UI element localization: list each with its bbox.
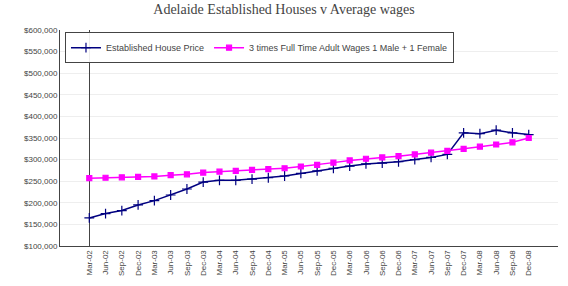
svg-text:Mar-02: Mar-02 [85, 250, 94, 276]
svg-text:Dec-06: Dec-06 [394, 250, 403, 276]
svg-text:Dec-03: Dec-03 [199, 250, 208, 276]
svg-text:$400,000: $400,000 [24, 112, 58, 121]
svg-text:Jun-06: Jun-06 [362, 250, 371, 275]
svg-text:$550,000: $550,000 [24, 47, 58, 56]
svg-text:Established House Price: Established House Price [106, 43, 204, 53]
svg-text:Sep-06: Sep-06 [378, 250, 387, 276]
svg-text:Sep-04: Sep-04 [248, 250, 257, 276]
svg-text:Adelaide Established Houses v: Adelaide Established Houses v Average wa… [153, 2, 414, 17]
svg-text:Sep-03: Sep-03 [183, 250, 192, 276]
svg-text:Jun-03: Jun-03 [166, 250, 175, 275]
svg-text:Mar-03: Mar-03 [150, 250, 159, 276]
svg-text:$100,000: $100,000 [24, 242, 58, 251]
svg-text:Dec-04: Dec-04 [264, 250, 273, 276]
svg-text:$600,000: $600,000 [24, 26, 58, 35]
svg-text:Mar-05: Mar-05 [280, 250, 289, 276]
svg-text:Mar-06: Mar-06 [345, 250, 354, 276]
svg-text:Jun-02: Jun-02 [101, 250, 110, 275]
svg-text:Dec-05: Dec-05 [329, 250, 338, 276]
svg-text:Sep-08: Sep-08 [508, 250, 517, 276]
svg-text:Mar-04: Mar-04 [215, 250, 224, 276]
svg-text:Mar-08: Mar-08 [476, 250, 485, 276]
svg-text:Jun-05: Jun-05 [296, 250, 305, 275]
svg-text:Sep-07: Sep-07 [443, 250, 452, 276]
svg-text:Dec-02: Dec-02 [134, 250, 143, 276]
svg-text:Mar-07: Mar-07 [410, 250, 419, 276]
svg-text:$500,000: $500,000 [24, 69, 58, 78]
svg-text:3 times Full Time Adult Wages: 3 times Full Time Adult Wages 1 Male + 1… [249, 43, 447, 53]
svg-text:Sep-02: Sep-02 [117, 250, 126, 276]
svg-text:Jun-04: Jun-04 [231, 250, 240, 275]
svg-text:$250,000: $250,000 [24, 177, 58, 186]
svg-text:$200,000: $200,000 [24, 199, 58, 208]
svg-text:Jun-07: Jun-07 [427, 250, 436, 275]
svg-text:Jun-08: Jun-08 [492, 250, 501, 275]
svg-text:$150,000: $150,000 [24, 220, 58, 229]
svg-text:$300,000: $300,000 [24, 155, 58, 164]
svg-text:Dec-07: Dec-07 [459, 250, 468, 276]
svg-text:$450,000: $450,000 [24, 91, 58, 100]
svg-text:Dec-08: Dec-08 [524, 250, 533, 276]
svg-text:$350,000: $350,000 [24, 134, 58, 143]
svg-text:Sep-05: Sep-05 [313, 250, 322, 276]
